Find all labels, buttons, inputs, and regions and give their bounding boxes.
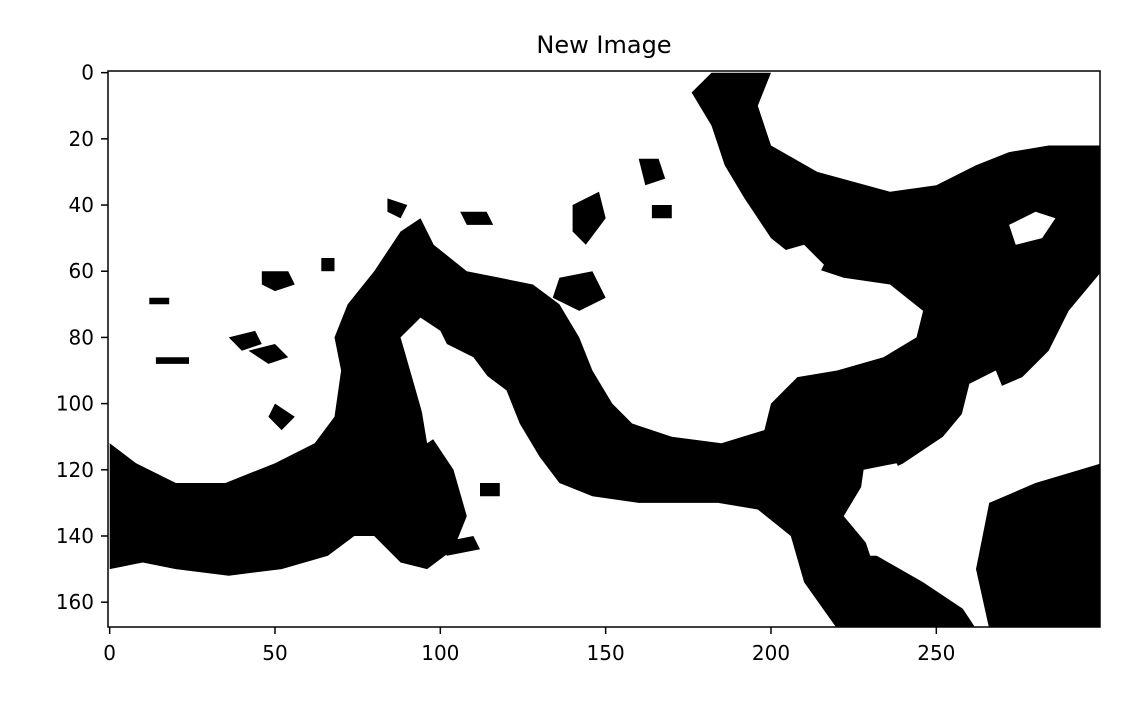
x-tick-label: 50 — [262, 641, 287, 665]
x-tick-label: 150 — [587, 641, 625, 665]
y-tick-label: 0 — [81, 61, 94, 85]
region-spot-c — [248, 344, 289, 364]
y-axis: 0 20 40 60 80 100 120 140 160 — [56, 61, 108, 614]
region-spot-a — [261, 271, 295, 292]
region-right-small-island — [1009, 211, 1056, 245]
region-spot-b — [228, 330, 262, 351]
chart-title: New Image — [536, 31, 671, 59]
x-tick-label: 250 — [917, 641, 955, 665]
plot-area — [108, 71, 1100, 627]
y-tick-label: 140 — [56, 524, 94, 548]
plot-frame — [107, 70, 1101, 628]
region-top-right-island — [863, 72, 990, 139]
y-tick-label: 80 — [69, 325, 94, 349]
region-left-lower-band — [109, 72, 1100, 627]
x-tick-label: 100 — [421, 641, 459, 665]
region-spot-i — [651, 205, 672, 219]
x-tick-label: 200 — [752, 641, 790, 665]
region-spot-n — [149, 297, 170, 305]
region-spot-h — [638, 158, 666, 186]
region-spot-d — [387, 198, 408, 219]
y-tick-label: 60 — [69, 259, 94, 283]
y-tick-label: 120 — [56, 458, 94, 482]
y-tick-label: 40 — [69, 193, 94, 217]
region-spot-o — [155, 357, 189, 364]
region-lower-middle-island — [857, 463, 917, 556]
region-right-lower-block — [976, 463, 1100, 627]
y-tick-label: 20 — [69, 127, 94, 151]
region-far-right-island — [1062, 364, 1100, 450]
region-middle-island — [751, 244, 824, 298]
region-spot-j — [268, 403, 295, 431]
region-right-lower-island — [956, 370, 1010, 464]
y-tick-label: 100 — [56, 392, 94, 416]
x-tick-label: 0 — [103, 641, 116, 665]
region-spot-e — [460, 211, 494, 225]
region-spot-k — [440, 536, 480, 556]
region-inner-loop-island — [400, 324, 494, 444]
region-spot-m — [321, 258, 335, 272]
region-spot-l — [480, 483, 500, 497]
white-regions — [400, 72, 1100, 556]
black-regions — [109, 72, 1100, 627]
x-axis: 0 50 100 150 200 250 — [103, 627, 955, 665]
y-tick-label: 160 — [56, 590, 94, 614]
region-spot-g — [552, 271, 606, 311]
region-spot-f — [572, 191, 606, 245]
